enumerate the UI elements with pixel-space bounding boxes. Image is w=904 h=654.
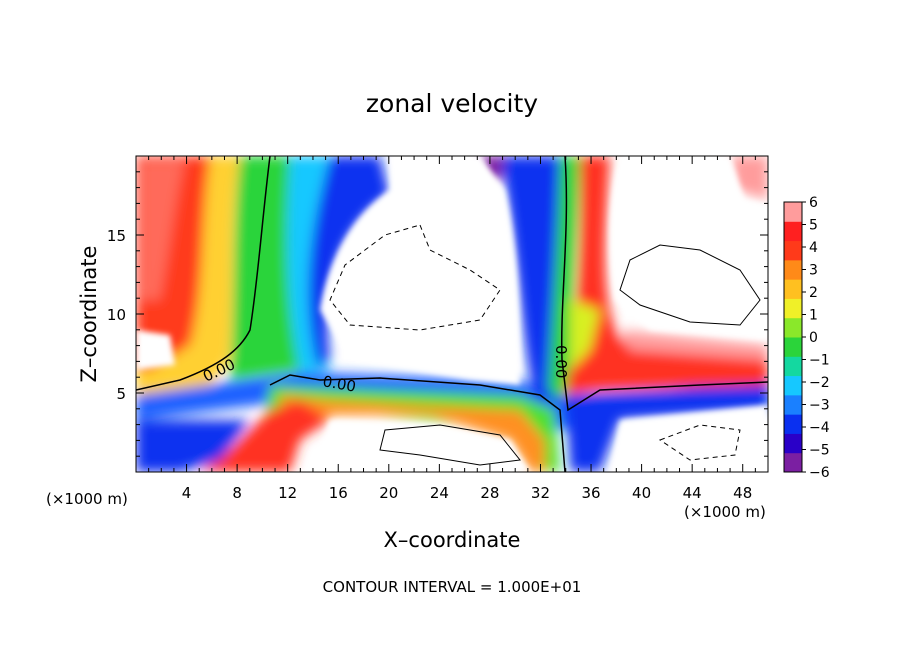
chart-title: zonal velocity [366, 89, 538, 118]
colorbar-swatch [784, 202, 802, 222]
colorbar-tick-label: −5 [809, 443, 830, 459]
x-tick-label: 40 [632, 484, 651, 502]
colorbar-tick-label: 6 [809, 195, 818, 211]
contour-label-low: 0.00 [321, 372, 357, 396]
colorbar: 6 5 4 3 2 1 0 −1 −2 −3 −4 −5 −6 [783, 195, 830, 481]
field-west-pink [140, 160, 185, 300]
colorbar-swatch [784, 337, 802, 357]
colorbar-swatch [784, 394, 802, 415]
field-orange-low [280, 395, 545, 472]
x-tick-label: 48 [733, 484, 752, 502]
colorbar-swatch [784, 279, 802, 299]
contour-interval: CONTOUR INTERVAL = 1.000E+01 [323, 578, 582, 596]
contour-zero-vertical [561, 156, 768, 412]
field-east-pink [620, 330, 768, 360]
colorbar-tick-label: −1 [809, 353, 830, 369]
y-tick-label: 15 [107, 227, 126, 245]
colorbar-swatch [784, 240, 802, 261]
colorbar-tick-label: −6 [809, 465, 830, 481]
field-red-low [200, 400, 330, 472]
field-white-lowright [610, 405, 768, 472]
colorbar-tick-label: −2 [809, 375, 830, 391]
colorbar-tick-label: 0 [809, 330, 818, 346]
colorbar-tick-label: −4 [809, 420, 830, 436]
x-tick-label: 12 [278, 484, 297, 502]
colorbar-tick-label: 3 [809, 263, 818, 279]
field-east-red [565, 156, 768, 395]
colorbar-tick-label: 5 [809, 218, 818, 234]
x-tick-label: 4 [182, 484, 192, 502]
colorbar-swatch [784, 317, 802, 338]
contour-zero-low [269, 374, 566, 472]
field-white-lowcenter [320, 420, 530, 472]
colorbar-tick-label: −3 [809, 398, 830, 414]
velocity-field: 0.00 0.00 0.00 [136, 156, 768, 472]
x-unit-right: (×1000 m) [684, 503, 766, 521]
contour-solid-east [619, 244, 761, 326]
x-tick-label: 20 [379, 484, 398, 502]
colorbar-swatch [784, 221, 802, 242]
x-tick-label: 32 [531, 484, 550, 502]
field-east-blue [565, 385, 768, 472]
x-tick-label: 28 [480, 484, 499, 502]
field-vertical-blue [500, 156, 565, 400]
y-tick-label: 10 [107, 306, 126, 324]
colorbar-tick-label: 1 [809, 308, 818, 324]
contour-solid-low [379, 424, 521, 466]
colorbar-swatch [784, 433, 802, 454]
x-unit-left: (×1000 m) [46, 490, 128, 508]
y-tick-label: 5 [116, 385, 126, 403]
contour-dashed-center [329, 224, 501, 331]
field-white-east [609, 156, 768, 340]
colorbar-tick-label: 4 [809, 240, 818, 256]
colorbar-swatch [784, 375, 802, 396]
field-green-band [230, 156, 300, 380]
colorbar-swatch [784, 298, 802, 319]
x-ticks: 4 8 12 16 20 24 28 32 36 40 44 48 [148, 156, 756, 502]
field-white-center [320, 156, 520, 385]
colorbar-swatch [784, 356, 802, 377]
y-axis-label: Z–coordinate [77, 246, 101, 383]
x-tick-label: 8 [232, 484, 242, 502]
field-bottom-blue [136, 420, 250, 472]
colorbar-swatch [784, 259, 802, 280]
contour-zero-west [136, 156, 271, 391]
field-white-west [136, 330, 175, 370]
x-tick-label: 24 [430, 484, 449, 502]
x-tick-label: 16 [329, 484, 348, 502]
field-cyan-band [287, 156, 330, 372]
field-east-yellow [570, 300, 600, 370]
colorbar-tick-label: 2 [809, 285, 818, 301]
x-tick-label: 44 [683, 484, 702, 502]
colorbar-swatch [784, 414, 802, 434]
x-tick-label: 36 [581, 484, 600, 502]
y-ticks: 5 10 15 [107, 171, 768, 457]
contour-label-vertical: 0.00 [552, 345, 570, 378]
colorbar-swatch [784, 452, 802, 473]
x-axis-label: X–coordinate [384, 528, 521, 552]
